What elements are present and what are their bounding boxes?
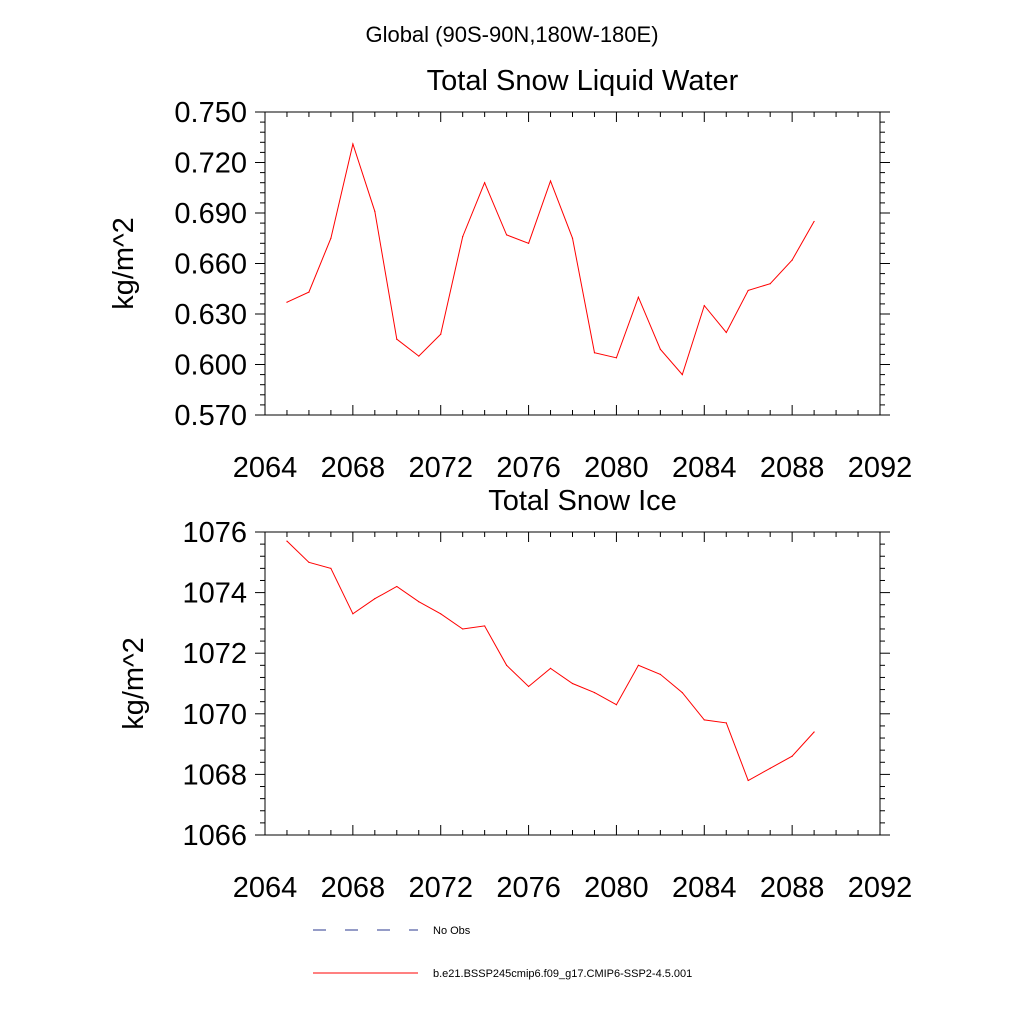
data-point [374, 210, 376, 212]
y-tick-label: 0.750 [174, 97, 247, 129]
y-tick-label: 1068 [182, 759, 247, 791]
data-point [549, 180, 552, 182]
chart-title: Total Snow Liquid Water [427, 65, 739, 97]
x-tick-label: 2092 [848, 452, 913, 484]
data-point [593, 352, 596, 354]
region-header: Global (90S-90N,180W-180E) [365, 22, 658, 47]
x-tick-label: 2088 [760, 452, 825, 484]
data-point [527, 685, 530, 688]
y-tick-label: 1072 [182, 638, 247, 670]
x-tick-label: 2064 [233, 872, 298, 904]
x-tick-label: 2068 [321, 452, 386, 484]
data-point [396, 338, 398, 340]
data-point [462, 628, 464, 630]
data-point [681, 691, 683, 694]
data-point [484, 625, 486, 627]
data-point [769, 283, 771, 285]
data-point [725, 331, 727, 334]
data-point [747, 779, 749, 782]
x-tick-label: 2072 [408, 452, 473, 484]
data-point [308, 291, 310, 293]
x-tick-label: 2068 [321, 872, 386, 904]
data-point [571, 682, 574, 685]
x-tick-label: 2092 [848, 872, 913, 904]
y-axis-label: kg/m^2 [108, 217, 140, 310]
series-line [286, 540, 815, 782]
data-point [440, 613, 442, 615]
data-point [352, 143, 354, 145]
data-point [352, 613, 354, 615]
data-point [484, 182, 486, 184]
data-point [681, 374, 683, 376]
data-point [286, 540, 288, 542]
y-tick-label: 1076 [182, 517, 247, 549]
data-point [308, 561, 310, 563]
x-tick-label: 2080 [584, 872, 649, 904]
x-tick-label: 2076 [496, 452, 561, 484]
panel-snow-ice: Total Snow Ice 2064 2068 2072 2076 2080 2084 20… [118, 485, 912, 904]
y-tick-label: 0.600 [174, 350, 247, 382]
data-point [593, 691, 596, 694]
data-point [418, 355, 420, 357]
data-point [374, 598, 376, 600]
legend: No Obs b.e21.BSSP245cmip6.f09_g17.CMIP6-S… [313, 925, 692, 980]
y-tick-label: 0.690 [174, 198, 247, 230]
data-point [330, 567, 332, 569]
y-tick-label: 1074 [182, 578, 247, 610]
data-point [506, 664, 508, 666]
x-tick-label: 2064 [233, 452, 298, 484]
x-tick-label: 2076 [496, 872, 561, 904]
y-axis-label: kg/m^2 [118, 637, 150, 730]
legend-label: b.e21.BSSP245cmip6.f09_g17.CMIP6-SSP2-4.… [433, 968, 692, 980]
data-point [769, 767, 771, 769]
y-tick-label: 1066 [182, 820, 247, 852]
data-point [703, 304, 705, 307]
data-point [615, 357, 618, 359]
data-point [791, 755, 793, 757]
data-point [440, 333, 442, 335]
y-tick-label: 0.720 [174, 148, 247, 180]
legend-label: No Obs [433, 925, 471, 937]
data-point [747, 289, 749, 292]
data-point [396, 585, 398, 588]
data-point [462, 235, 464, 238]
data-point [725, 722, 727, 724]
data-point [637, 664, 639, 666]
data-point [506, 234, 508, 236]
x-tick-label: 2080 [584, 452, 649, 484]
data-point [659, 673, 661, 676]
data-point [813, 220, 815, 223]
data-point [418, 601, 420, 603]
x-tick-label: 2088 [760, 872, 825, 904]
data-point [813, 731, 815, 733]
x-tick-label: 2084 [672, 872, 737, 904]
data-point [527, 242, 530, 244]
y-tick-label: 0.630 [174, 299, 247, 331]
data-point [791, 259, 793, 261]
y-tick-label: 0.660 [174, 249, 247, 281]
data-point [571, 237, 574, 239]
data-point [330, 237, 332, 239]
data-point [615, 704, 618, 706]
data-point [637, 296, 639, 298]
x-tick-label: 2084 [672, 452, 737, 484]
data-point [549, 667, 552, 669]
data-point [286, 301, 288, 303]
y-tick-label: 0.570 [174, 400, 247, 432]
y-tick-label: 1070 [182, 699, 247, 731]
chart-title: Total Snow Ice [488, 485, 677, 517]
data-point [659, 348, 661, 350]
series-line [286, 142, 815, 376]
x-tick-label: 2072 [408, 872, 473, 904]
panel-snow-liquid-water: Total Snow Liquid Water 2064 2068 2072 2076 2… [108, 65, 912, 484]
data-point [703, 719, 705, 721]
